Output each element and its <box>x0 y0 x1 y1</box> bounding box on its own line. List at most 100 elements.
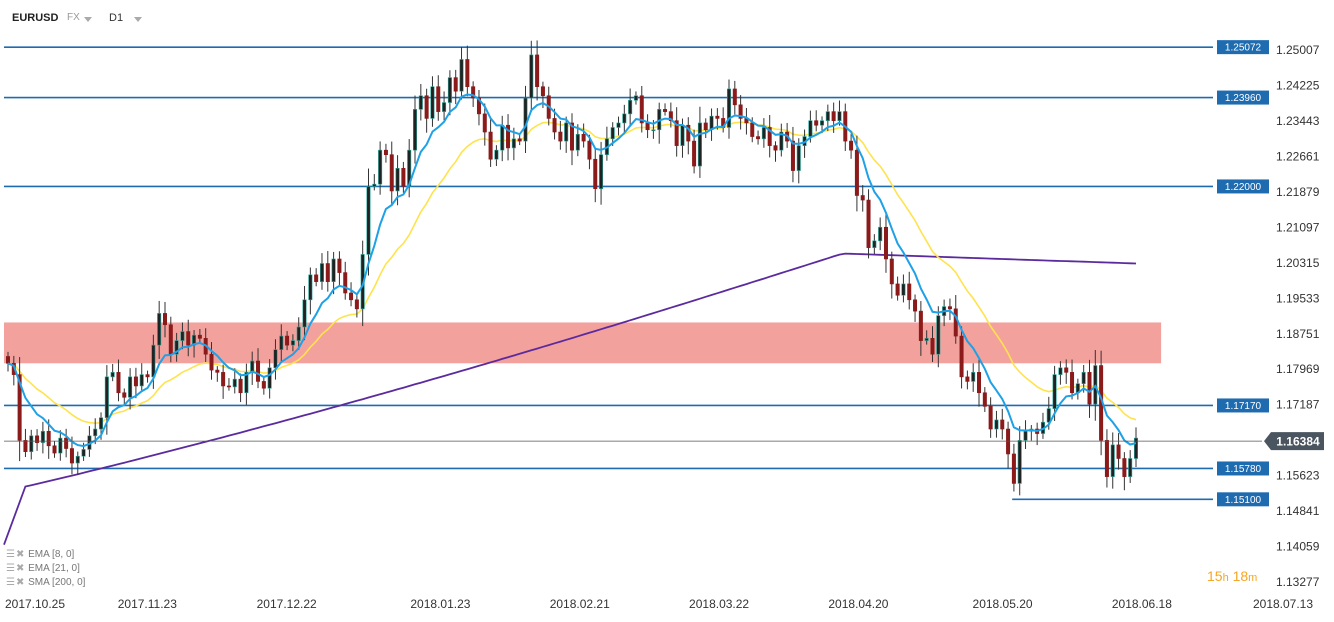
candle-body <box>825 111 830 121</box>
x-tick-label: 2018.03.22 <box>689 597 749 611</box>
candle-body <box>354 299 359 310</box>
x-tick-label: 2018.07.13 <box>1253 597 1313 611</box>
candle-body <box>517 138 522 142</box>
candle-body <box>139 374 144 387</box>
candle-body <box>930 338 935 355</box>
candle-body <box>529 54 534 99</box>
candle-body <box>593 158 598 190</box>
y-tick-label: 1.23443 <box>1276 114 1320 128</box>
indicator-params: [21, 0] <box>52 563 80 574</box>
indicator-legend-sma200[interactable]: ☰ ✖ SMA [200, 0] <box>6 577 85 588</box>
candle-body <box>162 313 167 326</box>
y-tick-label: 1.22661 <box>1276 149 1320 163</box>
close-icon[interactable]: ✖ <box>15 563 24 574</box>
candle-body <box>1081 372 1086 384</box>
candle-body <box>854 149 859 196</box>
x-tick-label: 2017.10.25 <box>5 597 65 611</box>
candle-body <box>209 353 214 371</box>
candle-body <box>267 367 272 389</box>
close-icon[interactable]: ✖ <box>15 549 24 560</box>
candle-body <box>726 88 731 128</box>
candle-body <box>215 369 220 373</box>
candle-body <box>325 263 330 282</box>
market-selector[interactable]: FX <box>67 12 80 23</box>
timer-minutes-suffix: m <box>1248 572 1258 584</box>
candle-body <box>918 310 923 341</box>
candle-body <box>331 258 336 282</box>
candle-body <box>1017 440 1022 484</box>
candle-body <box>878 226 883 242</box>
candle-body <box>982 392 987 407</box>
x-tick-label: 2018.01.23 <box>410 597 470 611</box>
close-icon[interactable]: ✖ <box>15 577 24 588</box>
candle-body <box>988 406 993 430</box>
level-label: 1.15780 <box>1225 464 1262 475</box>
indicator-legend-ema21[interactable]: ☰ ✖ EMA [21, 0] <box>6 563 80 574</box>
candle-body <box>977 372 982 394</box>
candle-body <box>1128 458 1133 477</box>
candle-body <box>715 115 720 119</box>
candle-body <box>1058 367 1063 375</box>
indicator-legend-ema8[interactable]: ☰ ✖ EMA [8, 0] <box>6 549 74 560</box>
candle-body <box>58 437 63 454</box>
timer-hours-suffix: h <box>1222 572 1229 584</box>
candle-body <box>442 102 447 112</box>
candle-body <box>145 374 150 378</box>
candle-body <box>372 183 377 187</box>
candle-body <box>796 145 801 171</box>
candle-body <box>1046 408 1051 423</box>
y-tick-label: 1.19533 <box>1276 291 1320 305</box>
level-labels[interactable]: 1.25072 1.23960 1.22000 1.17170 1.15780 1.151… <box>1217 40 1324 507</box>
candle-body <box>790 140 795 171</box>
current-price-tag <box>1264 432 1324 451</box>
candle-body <box>913 299 918 312</box>
candle-body <box>668 111 673 121</box>
level-label: 1.17170 <box>1225 401 1262 412</box>
candle-body <box>1000 419 1005 430</box>
candle-body <box>302 299 307 328</box>
candle-body <box>319 263 324 282</box>
level-label-box <box>1217 461 1269 476</box>
candle-body <box>558 131 563 142</box>
candle-body <box>506 124 511 149</box>
timeframe-selector[interactable]: D1 <box>109 12 124 24</box>
candle-body <box>756 136 761 140</box>
candle-body <box>296 326 301 341</box>
candle-body <box>401 167 406 187</box>
y-tick-label: 1.21097 <box>1276 220 1320 234</box>
x-tick-label: 2018.04.20 <box>828 597 888 611</box>
indicator-name: EMA <box>28 549 50 560</box>
market-chevron-down-icon[interactable] <box>84 17 92 22</box>
candle-body <box>511 138 516 149</box>
settings-icon[interactable]: ☰ <box>6 549 15 560</box>
x-axis[interactable]: 2017.10.25 2017.11.23 2017.12.22 2018.01.23… <box>5 597 1313 611</box>
candle-body <box>99 417 104 430</box>
horizontal-levels[interactable] <box>4 46 1213 501</box>
candle-body <box>814 120 819 126</box>
candle-body <box>587 140 592 160</box>
candle-body <box>1006 428 1011 455</box>
y-axis[interactable]: 1.25007 1.24225 1.23443 1.22661 1.21879 1.210… <box>1276 43 1320 589</box>
candle-body <box>674 120 679 146</box>
candle-body <box>471 86 476 99</box>
candle-body <box>1011 453 1016 484</box>
y-tick-label: 1.21879 <box>1276 185 1320 199</box>
level-label: 1.23960 <box>1225 93 1262 104</box>
candle-body <box>151 344 156 378</box>
candle-body <box>116 372 121 394</box>
y-tick-label: 1.17187 <box>1276 398 1320 412</box>
y-tick-label: 1.14059 <box>1276 540 1320 554</box>
settings-icon[interactable]: ☰ <box>6 563 15 574</box>
candle-body <box>343 272 348 294</box>
candle-body <box>866 199 871 248</box>
candle-body <box>820 120 825 126</box>
symbol-label[interactable]: EURUSD <box>12 12 59 24</box>
candle-body <box>494 149 499 160</box>
candle-body <box>599 154 604 190</box>
timeframe-chevron-down-icon[interactable] <box>134 17 142 22</box>
y-tick-label: 1.15623 <box>1276 469 1320 483</box>
candle-body <box>1110 444 1115 477</box>
settings-icon[interactable]: ☰ <box>6 577 15 588</box>
candle-body <box>75 455 80 464</box>
